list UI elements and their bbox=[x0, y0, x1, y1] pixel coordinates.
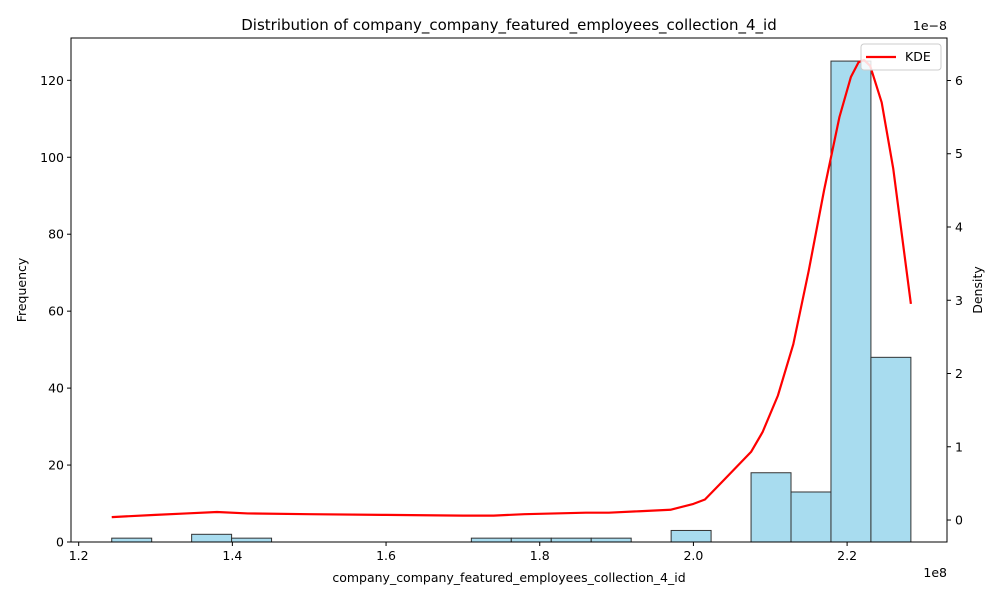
x-tick-label: 1.2 bbox=[69, 548, 89, 563]
histogram-bar bbox=[191, 533, 233, 543]
y2-tick-label: 1 bbox=[955, 439, 963, 454]
y-tick-label: 40 bbox=[48, 381, 64, 396]
x-axis-offset-text: 1e8 bbox=[923, 565, 947, 580]
histogram-bar bbox=[790, 491, 832, 543]
legend: KDE bbox=[860, 43, 942, 71]
y2-tick-label: 4 bbox=[955, 220, 963, 235]
histogram-bar bbox=[670, 529, 712, 543]
y-axis-left-ticks: 0 20 40 60 80 100 120 bbox=[40, 73, 71, 550]
histogram-bar bbox=[231, 537, 273, 543]
histogram-bar bbox=[590, 537, 632, 543]
y-axis-right-label: Density bbox=[970, 266, 985, 314]
plot-frame bbox=[70, 37, 948, 543]
histogram-bar bbox=[470, 537, 512, 543]
y2-tick-label: 2 bbox=[955, 366, 963, 381]
y-tick-label: 20 bbox=[48, 458, 64, 473]
legend-kde-label: KDE bbox=[905, 49, 931, 64]
x-tick-label: 1.8 bbox=[530, 548, 550, 563]
y2-tick-label: 6 bbox=[955, 73, 963, 88]
x-tick-label: 2.2 bbox=[837, 548, 857, 563]
histogram-bar bbox=[510, 537, 552, 543]
y-tick-label: 0 bbox=[56, 535, 64, 550]
x-tick-label: 1.4 bbox=[222, 548, 242, 563]
x-axis-label: company_company_featured_employees_colle… bbox=[332, 570, 685, 585]
histogram-bar bbox=[870, 356, 912, 543]
kde-line bbox=[111, 58, 912, 519]
x-tick-label: 1.6 bbox=[376, 548, 396, 563]
chart-title: Distribution of company_company_featured… bbox=[241, 16, 777, 35]
y2-tick-label: 3 bbox=[955, 293, 963, 308]
histogram-bars bbox=[111, 60, 912, 543]
y-tick-label: 60 bbox=[48, 304, 64, 319]
y2-tick-label: 5 bbox=[955, 146, 963, 161]
kde-layer bbox=[111, 58, 912, 519]
y-tick-label: 120 bbox=[40, 73, 64, 88]
y2-tick-label: 0 bbox=[955, 513, 963, 528]
y-tick-label: 80 bbox=[48, 227, 64, 242]
legend-frame bbox=[860, 43, 942, 71]
y-axis-left-label: Frequency bbox=[14, 257, 29, 322]
histogram-bar bbox=[111, 537, 153, 543]
y-axis-right-ticks: 0 1 2 3 4 5 6 bbox=[947, 73, 963, 528]
histogram-bar bbox=[750, 472, 792, 543]
x-axis-ticks: 1.2 1.4 1.6 1.8 2.0 2.2 bbox=[69, 542, 857, 563]
y-axis-right-offset-text: 1e−8 bbox=[913, 18, 947, 33]
y-tick-label: 100 bbox=[40, 150, 64, 165]
x-tick-label: 2.0 bbox=[683, 548, 703, 563]
histogram-bar bbox=[830, 60, 872, 543]
histogram-bar bbox=[550, 537, 592, 543]
